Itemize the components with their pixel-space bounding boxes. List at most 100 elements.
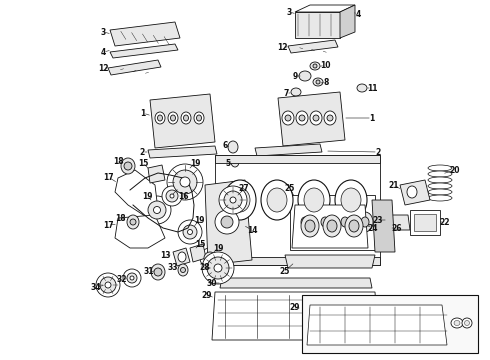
Text: 33: 33	[168, 264, 178, 273]
Ellipse shape	[407, 186, 417, 198]
Circle shape	[204, 252, 216, 264]
Polygon shape	[108, 60, 161, 75]
Ellipse shape	[361, 217, 369, 227]
Ellipse shape	[462, 318, 472, 328]
Text: 17: 17	[103, 172, 113, 181]
Ellipse shape	[357, 212, 373, 232]
Polygon shape	[386, 215, 410, 230]
Circle shape	[100, 277, 116, 293]
Text: 12: 12	[277, 42, 287, 51]
Circle shape	[130, 276, 134, 280]
Polygon shape	[148, 165, 165, 183]
Polygon shape	[410, 210, 440, 235]
Ellipse shape	[465, 320, 469, 325]
Text: 3: 3	[286, 8, 292, 17]
Polygon shape	[285, 255, 375, 268]
Circle shape	[188, 230, 193, 234]
Circle shape	[153, 207, 161, 213]
Circle shape	[143, 196, 171, 224]
Ellipse shape	[428, 189, 452, 195]
Text: 2: 2	[139, 148, 145, 157]
Text: 17: 17	[103, 220, 113, 230]
Text: 30: 30	[207, 279, 217, 288]
Polygon shape	[307, 305, 447, 345]
Circle shape	[162, 186, 182, 206]
Text: 19: 19	[142, 192, 152, 201]
Text: 15: 15	[138, 158, 148, 167]
Text: 19: 19	[190, 158, 200, 167]
Text: 21: 21	[389, 180, 399, 189]
Text: 28: 28	[200, 264, 210, 273]
Circle shape	[127, 273, 137, 283]
Text: 19: 19	[213, 243, 223, 252]
Ellipse shape	[345, 215, 363, 237]
Text: 20: 20	[450, 166, 460, 175]
Ellipse shape	[323, 215, 341, 237]
Ellipse shape	[317, 212, 333, 232]
Ellipse shape	[154, 268, 162, 276]
Polygon shape	[173, 248, 190, 266]
Ellipse shape	[316, 80, 320, 84]
Ellipse shape	[428, 195, 452, 201]
Polygon shape	[340, 5, 355, 38]
Ellipse shape	[171, 115, 175, 121]
Text: 8: 8	[323, 77, 329, 86]
Text: 34: 34	[91, 283, 101, 292]
Ellipse shape	[428, 177, 452, 183]
Ellipse shape	[335, 180, 367, 220]
Polygon shape	[400, 180, 430, 205]
Ellipse shape	[321, 217, 329, 227]
Polygon shape	[292, 205, 368, 248]
Ellipse shape	[285, 115, 291, 121]
Ellipse shape	[291, 88, 301, 96]
Text: 1: 1	[369, 113, 375, 122]
Ellipse shape	[157, 115, 163, 121]
Ellipse shape	[313, 78, 323, 86]
Ellipse shape	[304, 188, 324, 212]
Ellipse shape	[194, 112, 204, 124]
Text: 6: 6	[222, 140, 228, 149]
Circle shape	[214, 264, 222, 272]
Ellipse shape	[127, 215, 139, 229]
Text: 18: 18	[115, 213, 125, 222]
Text: 31: 31	[144, 267, 154, 276]
Ellipse shape	[451, 318, 463, 328]
Ellipse shape	[299, 71, 311, 81]
Polygon shape	[215, 155, 380, 265]
Polygon shape	[220, 278, 372, 288]
Circle shape	[166, 190, 178, 202]
Ellipse shape	[313, 115, 319, 121]
Polygon shape	[295, 5, 355, 12]
Ellipse shape	[183, 115, 189, 121]
Polygon shape	[148, 146, 217, 158]
Ellipse shape	[180, 267, 186, 273]
Ellipse shape	[310, 62, 320, 70]
Text: 10: 10	[320, 60, 330, 69]
Ellipse shape	[349, 220, 359, 232]
Ellipse shape	[313, 64, 317, 68]
Circle shape	[219, 186, 247, 214]
Polygon shape	[295, 12, 340, 38]
Circle shape	[178, 220, 202, 244]
Ellipse shape	[299, 115, 305, 121]
Ellipse shape	[327, 115, 333, 121]
Circle shape	[123, 269, 141, 287]
Circle shape	[202, 252, 234, 284]
Ellipse shape	[121, 158, 135, 174]
Text: 12: 12	[98, 63, 108, 72]
Ellipse shape	[305, 220, 315, 232]
Circle shape	[96, 273, 120, 297]
Ellipse shape	[298, 180, 330, 220]
Text: 16: 16	[178, 192, 188, 201]
Text: 15: 15	[195, 239, 205, 248]
Ellipse shape	[301, 217, 309, 227]
Ellipse shape	[155, 112, 165, 124]
Circle shape	[224, 191, 242, 209]
Text: 32: 32	[117, 275, 127, 284]
Polygon shape	[110, 22, 180, 46]
Text: 2: 2	[375, 148, 381, 157]
Text: 7: 7	[283, 89, 289, 98]
Circle shape	[183, 225, 197, 239]
Text: 25: 25	[280, 266, 290, 275]
Circle shape	[200, 248, 220, 268]
